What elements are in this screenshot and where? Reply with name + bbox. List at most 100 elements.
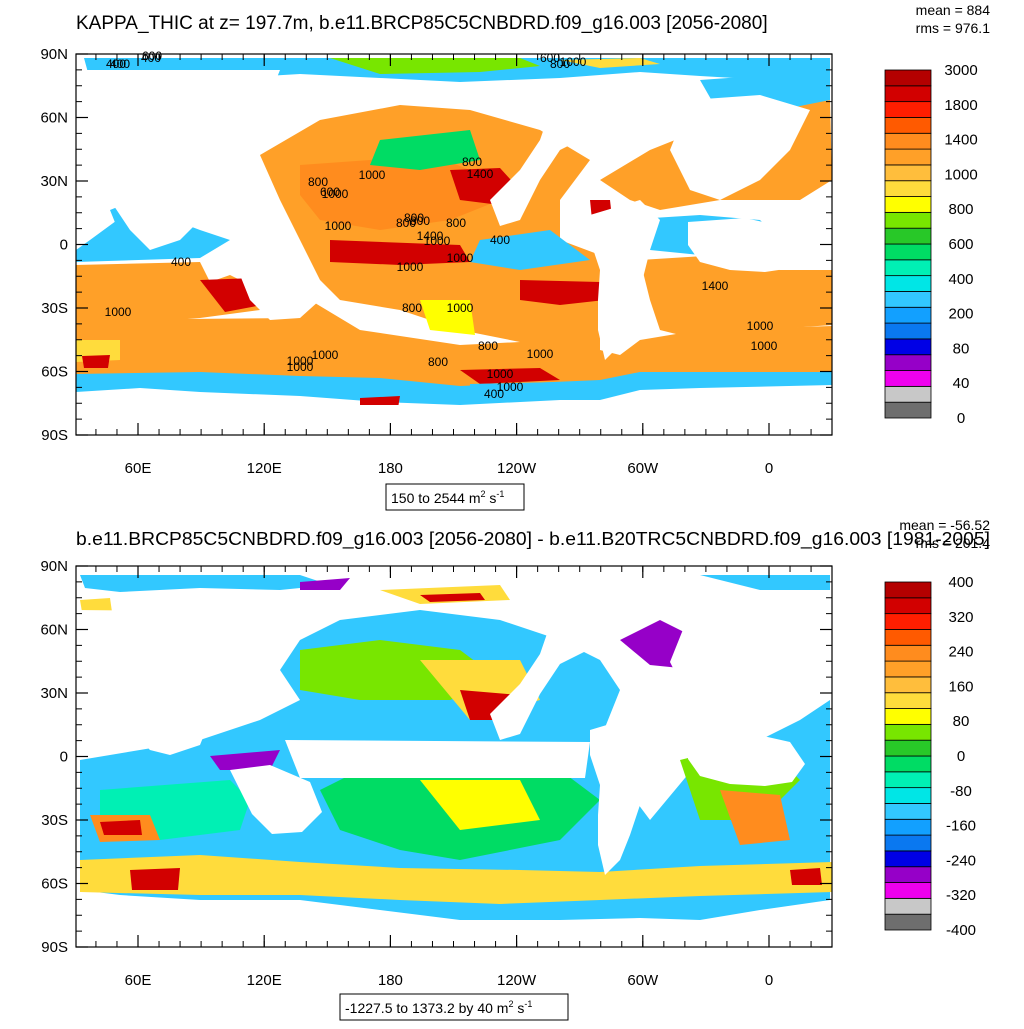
colorbar-label: 40 bbox=[953, 375, 970, 392]
contour-label: 800 bbox=[428, 355, 448, 369]
contour-label: 800 bbox=[396, 216, 416, 230]
colorbar-swatch bbox=[884, 275, 932, 292]
contour-label: 800 bbox=[462, 155, 482, 169]
colorbar-swatch bbox=[884, 101, 932, 118]
contour-label: 1000 bbox=[325, 219, 352, 233]
colorbar-label: 1400 bbox=[944, 132, 977, 149]
range-label-text: 150 to 2544 m bbox=[391, 490, 481, 506]
stat-rms: rms = 976.1 bbox=[916, 20, 991, 36]
colorbar-swatch bbox=[884, 818, 932, 836]
contour-label: 600 bbox=[142, 49, 162, 63]
lat-tick-label: 90N bbox=[40, 46, 68, 63]
colorbar-swatch bbox=[884, 913, 932, 931]
colorbar-swatch bbox=[884, 211, 932, 229]
colorbar-swatch bbox=[884, 882, 932, 899]
range-label-unit: s bbox=[486, 490, 497, 506]
panel-title: b.e11.BRCP85C5CNBDRD.f09_g16.003 [2056-2… bbox=[76, 529, 990, 550]
range-label-text: -1227.5 to 1373.2 by 40 m bbox=[345, 1000, 508, 1016]
range-label-sup: -1 bbox=[496, 489, 504, 499]
contour-label: 800 bbox=[404, 211, 424, 225]
colorbar-swatch bbox=[884, 723, 932, 741]
contour-label: 400 bbox=[110, 57, 130, 71]
colorbar-label: -320 bbox=[946, 887, 976, 904]
lon-tick-label: 0 bbox=[765, 460, 773, 477]
axes: 90N 60N 30N 0 30S 60S 90S 60E 120E 180 120W 60W 0 bbox=[40, 46, 832, 477]
stat-rms: rms = 201.4 bbox=[916, 535, 991, 551]
contour-label: 1000 bbox=[560, 55, 587, 69]
lat-tick-label: 30S bbox=[41, 300, 68, 317]
stat-mean: mean = -56.52 bbox=[899, 517, 990, 533]
contour-label: 1000 bbox=[322, 187, 349, 201]
contour-label: 1000 bbox=[359, 168, 386, 182]
colorbar-swatch bbox=[884, 85, 932, 103]
lat-tick-label: 30S bbox=[41, 812, 68, 829]
colorbar-label: -80 bbox=[950, 783, 972, 800]
lat-tick-label: 90S bbox=[41, 427, 68, 444]
colorbar-swatch bbox=[884, 787, 932, 804]
lat-tick-label: 60S bbox=[41, 876, 68, 893]
colorbar-swatch bbox=[884, 692, 932, 709]
colorbar-label: 320 bbox=[948, 609, 973, 626]
colorbar-swatch bbox=[884, 69, 932, 87]
lat-tick-label: 30N bbox=[40, 685, 68, 702]
svg-text:-1227.5 to 1373.2 by 40 m2 s-1: -1227.5 to 1373.2 by 40 m2 s-1 bbox=[345, 999, 532, 1016]
lat-tick-label: 0 bbox=[60, 237, 68, 254]
contour-label: 1000 bbox=[287, 360, 314, 374]
colorbar-swatch bbox=[884, 660, 932, 678]
contour-label: 1400 bbox=[417, 229, 444, 243]
lon-tick-label: 60W bbox=[627, 460, 659, 477]
colorbar-swatch bbox=[884, 613, 932, 630]
lat-tick-label: 0 bbox=[60, 749, 68, 766]
colorbar-swatch bbox=[884, 306, 932, 324]
lon-tick-label: 180 bbox=[378, 972, 403, 989]
contour-label: 1000 bbox=[105, 305, 132, 319]
contour-label: 1000 bbox=[424, 234, 451, 248]
contour-label: 1400 bbox=[702, 279, 729, 293]
colorbar-label: 600 bbox=[948, 236, 973, 253]
lon-tick-label: 60E bbox=[125, 460, 152, 477]
colorbar-swatch bbox=[884, 148, 932, 166]
colorbar-swatch bbox=[884, 227, 932, 245]
axes: 90N 60N 30N 0 30S 60S 90S 60E 120E 180 120W 60W 0 bbox=[40, 558, 832, 989]
colorbar-swatch bbox=[884, 629, 932, 646]
map-field bbox=[76, 566, 832, 947]
colorbar-swatch bbox=[884, 850, 932, 868]
lon-tick-label: 0 bbox=[765, 972, 773, 989]
contour-label: 1000 bbox=[397, 260, 424, 274]
colorbar-swatch bbox=[884, 676, 932, 694]
colorbar-label: 1800 bbox=[944, 97, 977, 114]
colorbar: -400 -320 -240 -160 -80 0 80 160 240 320 400 bbox=[884, 574, 976, 939]
colorbar-swatch bbox=[884, 164, 932, 182]
colorbar-swatch bbox=[884, 291, 932, 308]
colorbar-swatch bbox=[884, 644, 932, 662]
colorbar-swatch bbox=[884, 354, 932, 371]
colorbar-swatch bbox=[884, 897, 932, 915]
colorbar-label: 240 bbox=[948, 644, 973, 661]
colorbar-swatch bbox=[884, 771, 932, 789]
contour-label: 1000 bbox=[312, 348, 339, 362]
contour-label: 1000 bbox=[447, 301, 474, 315]
contour-label: 1400 bbox=[467, 167, 494, 181]
contour-label: 400 bbox=[484, 387, 504, 401]
lat-tick-label: 90N bbox=[40, 558, 68, 575]
lat-tick-label: 60S bbox=[41, 364, 68, 381]
colorbar-swatch bbox=[884, 581, 932, 599]
colorbar-swatch bbox=[884, 243, 932, 261]
stat-mean: mean = 884 bbox=[916, 2, 991, 18]
colorbar-swatch bbox=[884, 739, 932, 757]
range-label-box: -1227.5 to 1373.2 by 40 m2 s-1 bbox=[339, 993, 569, 1021]
range-label-unit: s bbox=[513, 1000, 524, 1016]
colorbar-swatch bbox=[884, 803, 932, 820]
colorbar-swatch bbox=[884, 259, 932, 277]
colorbar-label: 80 bbox=[953, 713, 970, 730]
range-label-sup: -1 bbox=[524, 999, 532, 1009]
colorbar-swatch bbox=[884, 322, 932, 340]
range-label-box: 150 to 2544 m2 s-1 bbox=[385, 483, 525, 511]
contour-label: 800 bbox=[308, 175, 328, 189]
svg-text:150 to 2544 m2 s-1: 150 to 2544 m2 s-1 bbox=[391, 489, 504, 506]
contour-label: 1000 bbox=[487, 367, 514, 381]
panel-difference: b.e11.BRCP85C5CNBDRD.f09_g16.003 [2056-2… bbox=[40, 517, 991, 1021]
colorbar-swatch bbox=[884, 196, 932, 213]
contour-label: 1000 bbox=[747, 319, 774, 333]
